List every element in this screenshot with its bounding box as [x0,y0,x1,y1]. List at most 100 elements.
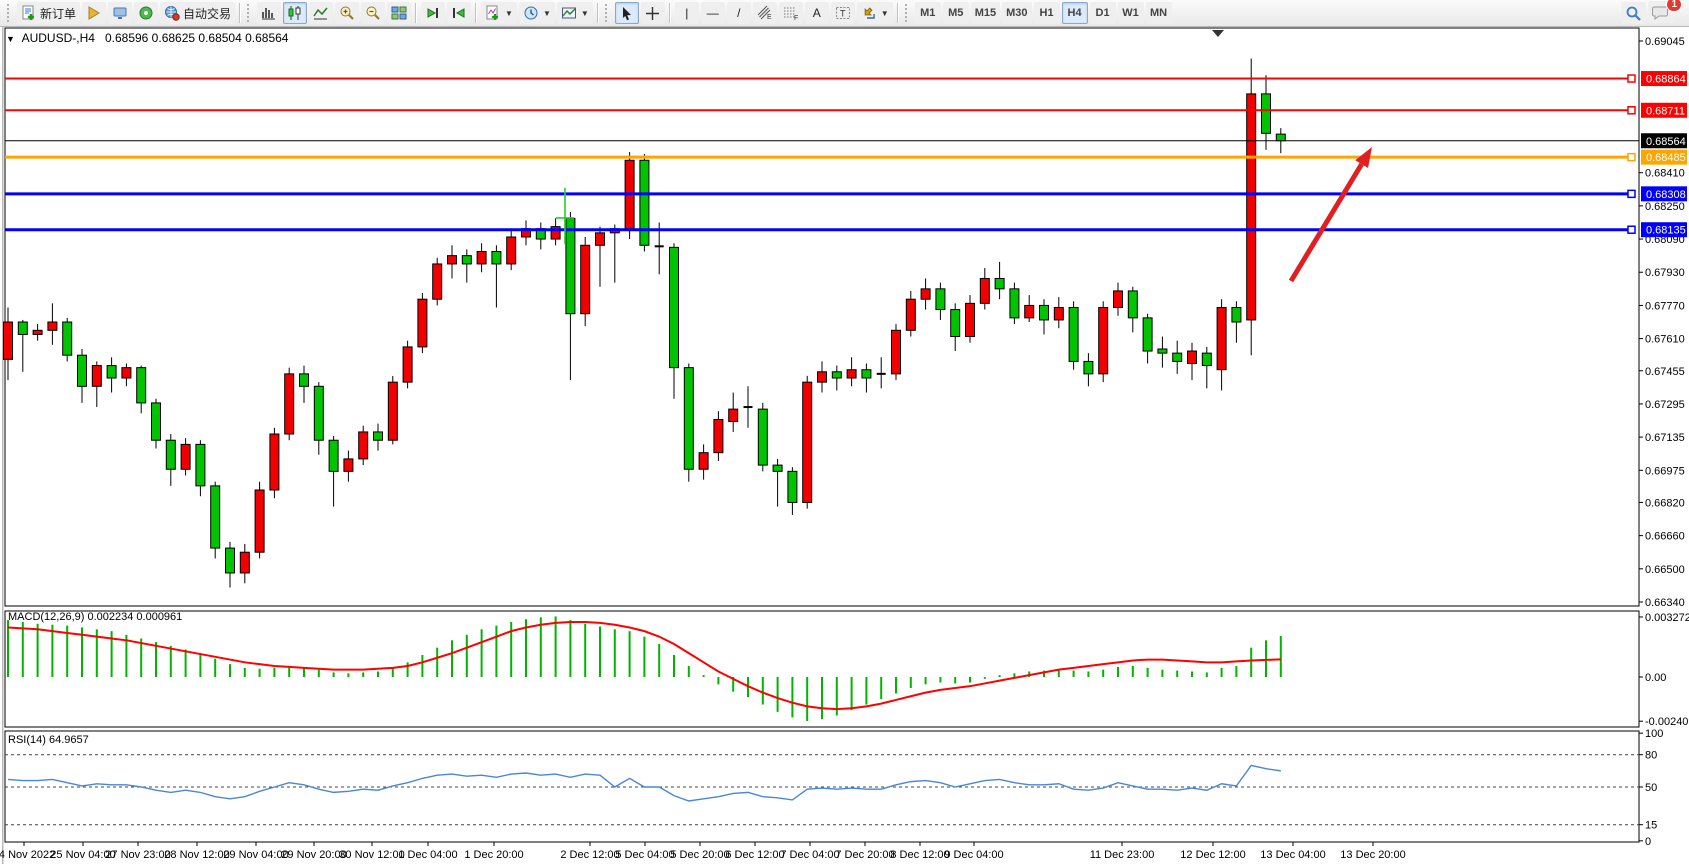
text-button[interactable]: A [804,2,829,24]
tile-windows-button[interactable] [387,2,412,24]
svg-text:0.66340: 0.66340 [1645,597,1685,609]
auto-scroll-button[interactable] [421,2,446,24]
svg-text:-0.002409: -0.002409 [1645,716,1689,728]
toolbar-grip [604,4,611,22]
line-chart-icon [313,7,328,20]
trendline-button[interactable]: / [726,2,751,24]
svg-text:5 Dec 04:00: 5 Dec 04:00 [615,849,674,861]
timeframe-mn-button[interactable]: MN [1145,2,1172,24]
svg-text:80: 80 [1645,750,1657,762]
text-label-button[interactable]: T [830,2,855,24]
svg-text:0.68864: 0.68864 [1646,74,1686,86]
timeframe-d1-button[interactable]: D1 [1089,2,1116,24]
toolbar-separator [475,3,478,23]
zoom-out-button[interactable] [361,2,386,24]
fibonacci-icon: F [783,7,798,21]
bar-chart-button[interactable] [257,2,282,24]
channel-button[interactable]: E [752,2,777,24]
svg-text:13 Dec 04:00: 13 Dec 04:00 [1260,849,1325,861]
periods-button[interactable]: ▼ [518,2,555,24]
crosshair-icon [646,6,660,20]
timeframe-m1-button[interactable]: M1 [914,2,941,24]
new-order-button[interactable]: 新订单 [17,2,81,24]
toolbar-grip [247,4,253,22]
svg-text:15: 15 [1645,820,1657,832]
svg-text:0.66820: 0.66820 [1645,497,1685,509]
indicators-button[interactable]: ▼ [481,2,517,24]
green-disc-button[interactable] [134,2,159,24]
shapes-button[interactable]: ▼ [856,2,893,24]
svg-text:E: E [767,14,772,21]
zoom-in-button[interactable] [335,2,360,24]
autotrading-button[interactable]: 自动交易 [160,2,236,24]
svg-text:7 Dec 04:00: 7 Dec 04:00 [780,849,839,861]
blue-monitor-icon [113,7,127,19]
chart-title-caret-icon[interactable]: ▼ [6,34,15,44]
horizontal-level-lines[interactable] [5,74,1636,234]
svg-text:0.67610: 0.67610 [1645,334,1685,346]
horizontal-line-button[interactable]: — [700,2,725,24]
toolbar-grip [7,4,13,22]
globe-icon [165,6,180,21]
price-chart[interactable]: 0.690450.684100.682500.680900.679300.677… [0,27,1689,864]
search-icon [1626,6,1641,21]
svg-text:7 Dec 20:00: 7 Dec 20:00 [835,849,894,861]
dropdown-arrow-icon: ▼ [580,8,589,18]
timeframe-h1-button[interactable]: H1 [1033,2,1060,24]
dropdown-arrow-icon: ▼ [505,8,513,18]
toolbar-separator [239,3,242,23]
search-button[interactable] [1621,2,1646,24]
fibonacci-button[interactable]: F [778,2,803,24]
timeframe-m30-button[interactable]: M30 [1002,2,1032,24]
svg-text:0.68308: 0.68308 [1646,189,1686,201]
zoom-in-icon [340,6,354,20]
svg-text:0.69045: 0.69045 [1645,36,1685,48]
svg-text:25 Nov 04:00: 25 Nov 04:00 [50,849,115,861]
toolbar-separator [415,3,418,23]
macd-signal-line [7,620,1281,711]
candlesticks[interactable] [3,58,1286,588]
chart-window: 0.69045 0.68410 0.68250 0.68090 0.67930 0.677… [0,27,1689,864]
svg-text:0.68711: 0.68711 [1646,105,1685,117]
chart-shift-button[interactable] [447,2,472,24]
notification-badge[interactable]: 1 [1666,0,1682,12]
blue-monitor-button[interactable] [108,2,133,24]
svg-text:27 Nov 23:00: 27 Nov 23:00 [105,849,170,861]
toolbar-separator [668,3,671,23]
timeframe-h4-button[interactable]: H4 [1061,2,1088,24]
rsi-pane [7,764,1281,802]
templates-icon [561,7,576,19]
crosshair-button[interactable] [640,2,665,24]
svg-text:24 Nov 2022: 24 Nov 2022 [0,849,55,861]
cursor-button[interactable] [614,2,639,24]
timeframe-m5-button[interactable]: M5 [942,2,969,24]
svg-text:0.67930: 0.67930 [1645,267,1685,279]
candlestick-button[interactable] [283,2,308,24]
chart-ohlc-values: 0.68596 0.68625 0.68504 0.68564 [104,31,289,45]
up-arrow-annotation [1288,162,1364,283]
rsi-indicator-label: RSI(14) 64.9657 [8,734,89,746]
svg-text:29 Nov 20:00: 29 Nov 20:00 [281,849,346,861]
templates-button[interactable]: ▼ [556,2,593,24]
price-axis[interactable]: 0.690450.684100.682500.680900.679300.677… [1639,36,1689,848]
svg-text:0.003272: 0.003272 [1645,612,1689,624]
macd-indicator-label: MACD(12,26,9) 0.002234 0.000961 [8,611,183,623]
candlestick-icon [288,6,301,20]
line-chart-button[interactable] [309,2,334,24]
svg-text:9 Dec 04:00: 9 Dec 04:00 [944,849,1003,861]
timeframe-w1-button[interactable]: W1 [1117,2,1144,24]
autotrading-label: 自动交易 [183,6,232,21]
timeframe-m15-button[interactable]: M15 [970,2,1001,24]
rsi-line [7,764,1281,802]
cursor-icon [622,6,631,20]
bar-chart-icon [262,8,276,20]
svg-text:0.68250: 0.68250 [1645,201,1685,213]
macd-pane [7,616,1282,722]
vertical-line-button[interactable]: | [674,2,699,24]
new-order-label: 新订单 [40,6,77,21]
pane-frames [2,27,1640,864]
svg-text:1 Dec 20:00: 1 Dec 20:00 [464,849,523,861]
gold-badge-button[interactable] [82,2,107,24]
green-disc-icon [139,6,153,20]
